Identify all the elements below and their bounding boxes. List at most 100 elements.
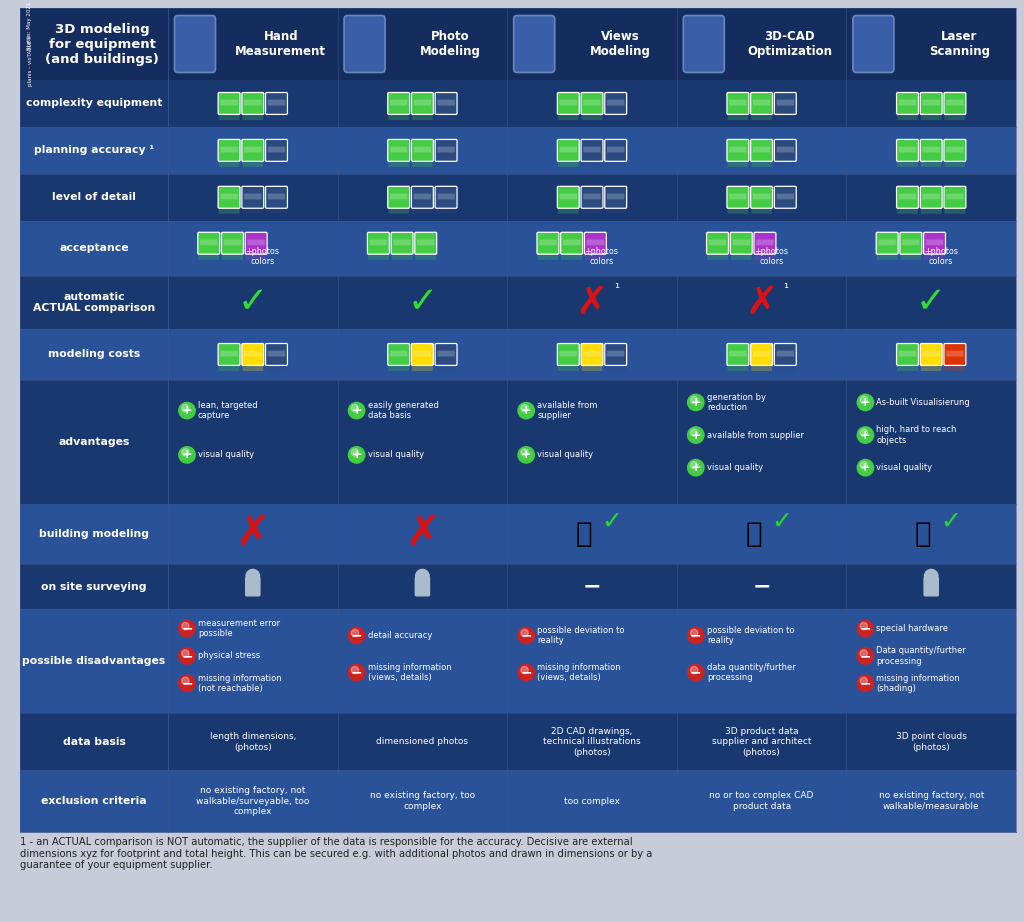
Circle shape	[690, 396, 697, 404]
Text: Status: May 2021: Status: May 2021	[28, 2, 33, 50]
Circle shape	[348, 627, 365, 644]
Bar	[847, 380, 1016, 503]
Circle shape	[181, 449, 189, 456]
FancyBboxPatch shape	[391, 232, 413, 254]
FancyBboxPatch shape	[557, 139, 580, 161]
Text: missing information
(shading): missing information (shading)	[877, 674, 961, 693]
FancyBboxPatch shape	[727, 139, 749, 161]
FancyBboxPatch shape	[925, 254, 945, 260]
FancyBboxPatch shape	[218, 139, 240, 161]
FancyBboxPatch shape	[414, 350, 431, 357]
FancyBboxPatch shape	[222, 254, 243, 260]
Text: no existing factory, not
walkable/measurable: no existing factory, not walkable/measur…	[879, 791, 984, 810]
FancyBboxPatch shape	[752, 160, 772, 167]
Circle shape	[687, 627, 705, 644]
FancyBboxPatch shape	[388, 186, 410, 208]
Bar	[507, 503, 677, 564]
FancyBboxPatch shape	[727, 160, 749, 167]
FancyBboxPatch shape	[436, 160, 457, 167]
FancyBboxPatch shape	[412, 364, 433, 371]
Text: ✗: ✗	[404, 513, 440, 555]
Bar	[338, 174, 507, 220]
FancyBboxPatch shape	[921, 113, 941, 120]
FancyBboxPatch shape	[752, 364, 772, 371]
FancyBboxPatch shape	[537, 232, 559, 254]
Bar	[847, 564, 1016, 609]
FancyBboxPatch shape	[902, 240, 920, 245]
Text: possible disadvantages: possible disadvantages	[23, 656, 166, 667]
FancyBboxPatch shape	[266, 207, 287, 214]
FancyBboxPatch shape	[414, 147, 431, 152]
FancyBboxPatch shape	[775, 160, 796, 167]
Bar	[168, 609, 338, 714]
FancyBboxPatch shape	[219, 364, 240, 371]
Text: +: +	[521, 448, 531, 461]
FancyBboxPatch shape	[757, 240, 774, 245]
Bar	[338, 609, 507, 714]
FancyBboxPatch shape	[727, 207, 749, 214]
FancyBboxPatch shape	[729, 147, 746, 152]
Bar	[338, 80, 507, 127]
FancyBboxPatch shape	[897, 207, 918, 214]
Text: +: +	[690, 396, 701, 409]
Bar	[507, 276, 677, 329]
Text: +: +	[351, 448, 361, 461]
Text: +: +	[690, 429, 701, 442]
Bar	[507, 220, 677, 276]
FancyBboxPatch shape	[585, 254, 606, 260]
FancyBboxPatch shape	[244, 147, 261, 152]
Text: no existing factory, too
complex: no existing factory, too complex	[370, 791, 475, 810]
Bar	[677, 220, 847, 276]
FancyBboxPatch shape	[774, 186, 797, 208]
Circle shape	[521, 449, 528, 456]
Circle shape	[687, 459, 705, 476]
FancyBboxPatch shape	[218, 186, 240, 208]
Circle shape	[857, 459, 873, 476]
Circle shape	[860, 462, 867, 469]
FancyBboxPatch shape	[243, 207, 263, 214]
FancyBboxPatch shape	[558, 364, 579, 371]
Text: +photos
colors: +photos colors	[755, 246, 788, 266]
Bar	[168, 380, 338, 503]
FancyBboxPatch shape	[897, 364, 918, 371]
Text: ¹: ¹	[783, 282, 788, 295]
Circle shape	[857, 648, 873, 664]
Text: easily generated
data basis: easily generated data basis	[368, 401, 438, 420]
Text: high, hard to reach
objects: high, hard to reach objects	[877, 425, 956, 444]
FancyBboxPatch shape	[266, 160, 287, 167]
FancyBboxPatch shape	[388, 92, 410, 114]
FancyBboxPatch shape	[415, 577, 430, 597]
Text: ✗: ✗	[575, 284, 608, 322]
FancyBboxPatch shape	[584, 147, 601, 152]
FancyBboxPatch shape	[727, 186, 749, 208]
FancyBboxPatch shape	[730, 232, 753, 254]
FancyBboxPatch shape	[727, 364, 749, 371]
Circle shape	[857, 675, 873, 692]
Circle shape	[351, 630, 358, 637]
FancyBboxPatch shape	[926, 240, 943, 245]
FancyBboxPatch shape	[437, 194, 455, 199]
Bar	[507, 174, 677, 220]
FancyBboxPatch shape	[923, 100, 940, 105]
Text: −: −	[690, 629, 701, 643]
FancyBboxPatch shape	[417, 240, 434, 245]
Text: visual quality: visual quality	[198, 450, 254, 459]
Text: advantages: advantages	[58, 437, 130, 446]
FancyBboxPatch shape	[412, 139, 433, 161]
FancyBboxPatch shape	[368, 254, 389, 260]
FancyBboxPatch shape	[246, 254, 266, 260]
Text: +photos
colors: +photos colors	[585, 246, 618, 266]
Bar	[168, 220, 338, 276]
Circle shape	[687, 395, 705, 410]
FancyBboxPatch shape	[557, 186, 580, 208]
Circle shape	[246, 570, 260, 583]
FancyBboxPatch shape	[370, 240, 387, 245]
Text: missing information
(not reachable): missing information (not reachable)	[198, 674, 282, 693]
FancyBboxPatch shape	[244, 194, 261, 199]
FancyBboxPatch shape	[924, 577, 939, 597]
FancyBboxPatch shape	[436, 113, 457, 120]
Bar	[20, 380, 168, 503]
Bar	[168, 329, 338, 380]
Bar	[677, 771, 847, 832]
FancyBboxPatch shape	[944, 139, 966, 161]
